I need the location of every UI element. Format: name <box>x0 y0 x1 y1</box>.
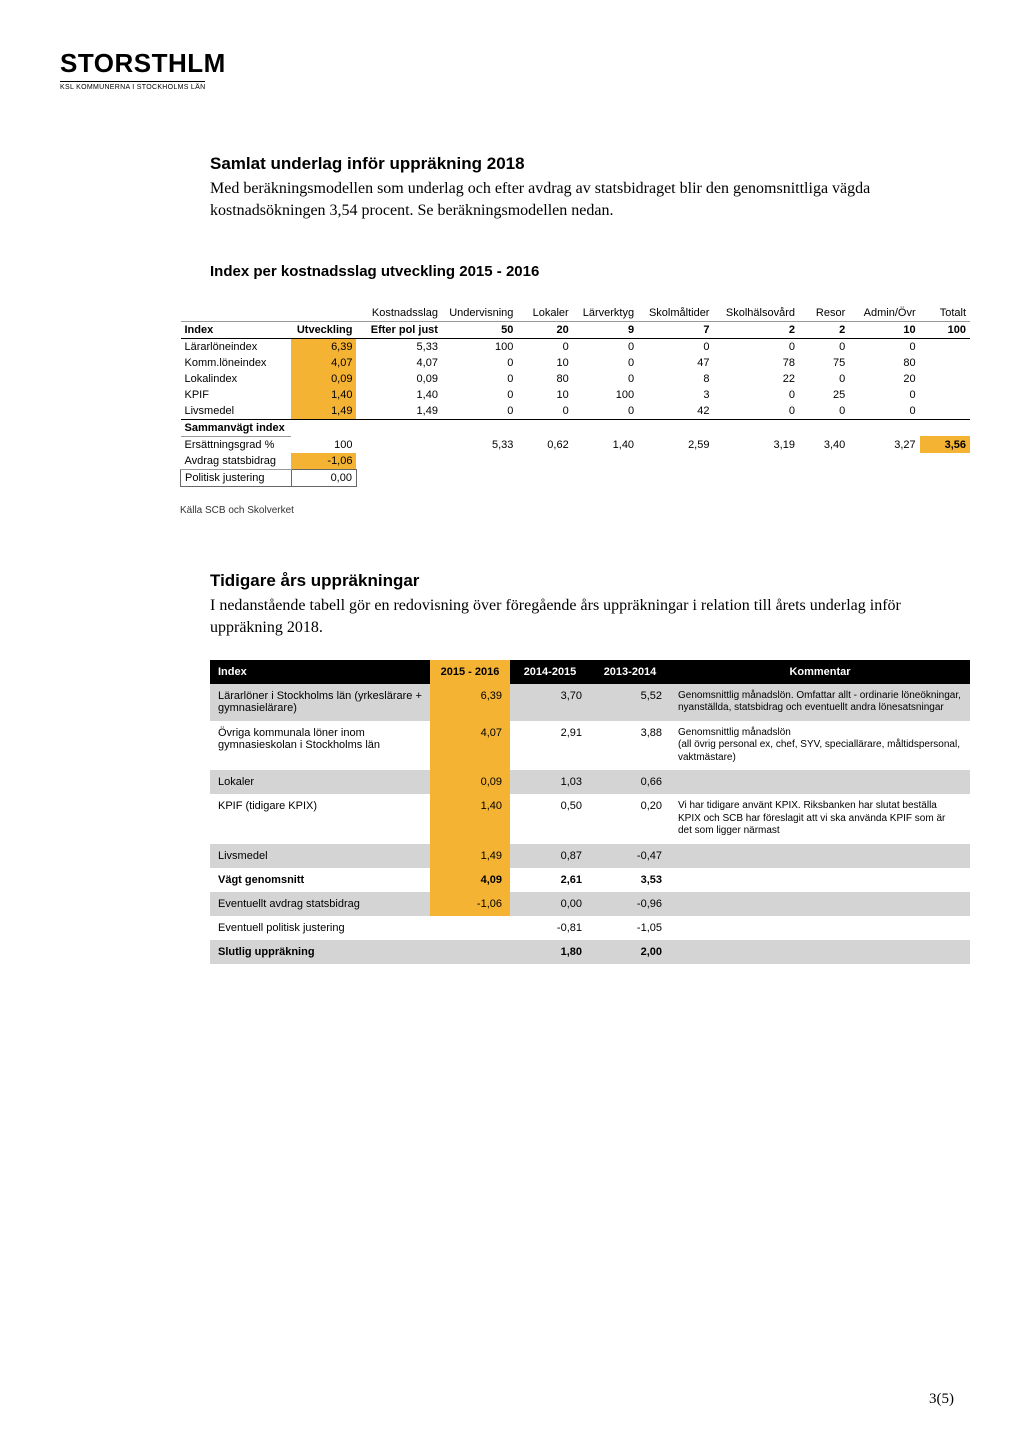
section1-title: Samlat underlag inför uppräkning 2018 <box>210 154 924 174</box>
section1-body: Med beräkningsmodellen som underlag och … <box>210 178 924 223</box>
logo: STORSTHLM KSL KOMMUNERNA I STOCKHOLMS LÄ… <box>60 50 964 94</box>
index-table: KostnadsslagUndervisningLokalerLärverkty… <box>180 305 970 487</box>
section2-title: Tidigare års uppräkningar <box>210 571 924 591</box>
table1-source: Källa SCB och Skolverket <box>180 505 964 516</box>
history-table: Index2015 - 20162014-20152013-2014Kommen… <box>210 660 970 964</box>
logo-sub: KSL KOMMUNERNA I STOCKHOLMS LÄN <box>60 81 205 91</box>
page-number: 3(5) <box>929 1391 954 1408</box>
logo-main: STORSTHLM <box>60 50 964 76</box>
section2-body: I nedanstående tabell gör en redovisning… <box>210 595 924 640</box>
table1-title: Index per kostnadsslag utveckling 2015 -… <box>210 263 924 280</box>
